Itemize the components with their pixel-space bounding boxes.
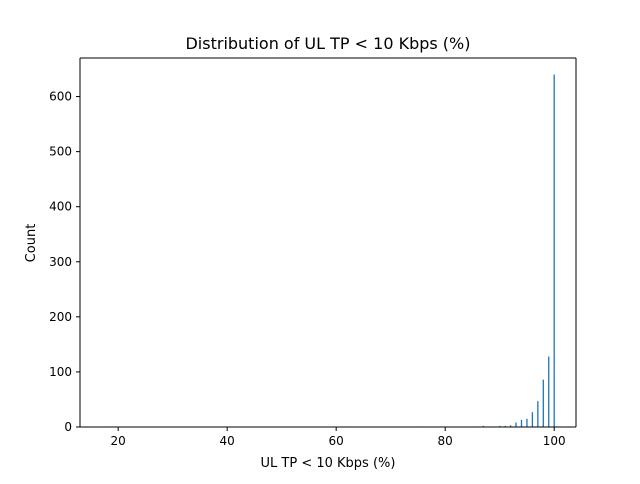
x-tick-label: 60 xyxy=(329,434,344,448)
y-tick-label: 200 xyxy=(49,310,72,324)
y-tick-label: 300 xyxy=(49,255,72,269)
histogram-bar xyxy=(499,425,501,427)
histogram-bar xyxy=(531,412,534,427)
bars-layer xyxy=(106,74,555,428)
y-tick-label: 600 xyxy=(49,90,72,104)
x-tick-label: 40 xyxy=(220,434,235,448)
histogram-bar xyxy=(553,74,555,428)
histogram-bar xyxy=(515,422,517,427)
histogram-bar xyxy=(504,425,506,427)
histogram-bar xyxy=(526,418,528,427)
histogram-bar xyxy=(482,425,484,427)
chart-title: Distribution of UL TP < 10 Kbps (%) xyxy=(185,34,470,53)
histogram-bar xyxy=(509,425,512,427)
x-tick-label: 20 xyxy=(111,434,126,448)
histogram-bar xyxy=(548,356,550,427)
histogram-bar xyxy=(542,379,544,427)
axes-layer: 20 40 60 80 100 0 100 200 300 400 500 600 xyxy=(49,57,577,448)
x-tick-label: 80 xyxy=(438,434,453,448)
x-tick-label: 100 xyxy=(543,434,566,448)
y-tick-label: 400 xyxy=(49,200,72,214)
y-axis-label: Count xyxy=(24,224,39,263)
x-axis-label: UL TP < 10 Kbps (%) xyxy=(261,456,396,471)
y-tick-label: 500 xyxy=(49,145,72,159)
y-tick-label: 100 xyxy=(49,365,72,379)
histogram-bar xyxy=(537,401,539,427)
histogram-bar xyxy=(520,419,523,427)
y-tick-label: 0 xyxy=(64,420,72,434)
